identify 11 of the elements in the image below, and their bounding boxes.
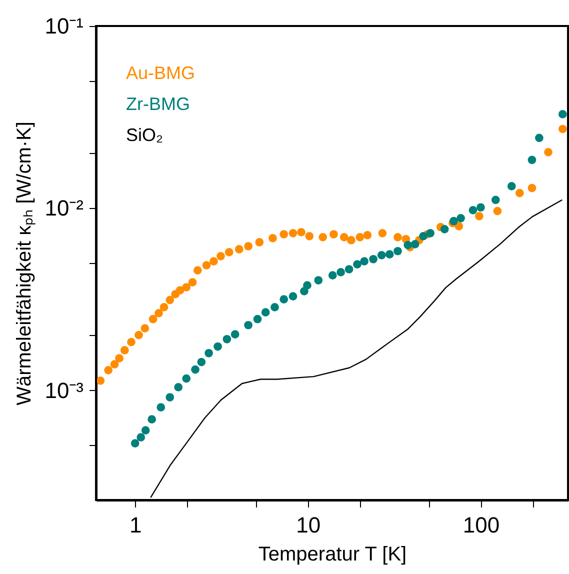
y-tick-label: 10⁻¹ [44, 14, 84, 38]
y-axis-title: Wärmeleitfähigkeit κₚₕ [W/cm·K] [14, 122, 36, 406]
y-tick-label: 10⁻³ [44, 378, 84, 403]
y-tick-label: 10⁻² [44, 196, 84, 221]
text: Zr-BMG [126, 94, 190, 114]
x-tick-label: 10 [296, 512, 321, 538]
x-axis-title: Temperatur T [K] [258, 544, 407, 566]
text: Au-BMG [126, 63, 196, 83]
x-tick-label: 1 [129, 512, 142, 538]
x-tick-label: 100 [462, 512, 500, 538]
text: SiO₂ [126, 125, 164, 145]
